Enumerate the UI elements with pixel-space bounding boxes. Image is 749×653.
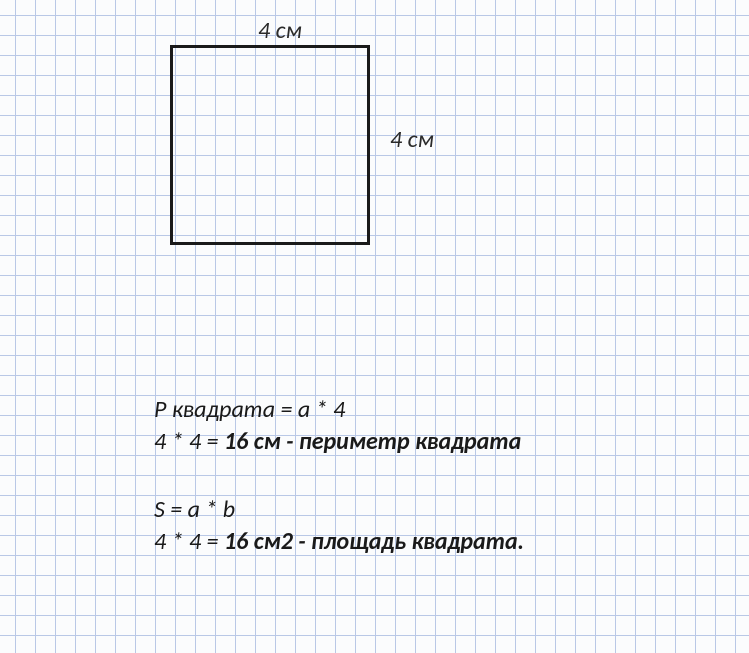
- formula-plain: 4 * 4 =: [154, 527, 224, 556]
- formula-bold: 16 см - периметр квадрата: [224, 427, 521, 456]
- side-length-top-label: 4 см: [258, 16, 302, 45]
- formula-line: S = a * b: [154, 495, 235, 524]
- side-length-right-label: 4 см: [390, 125, 434, 154]
- geometry-square: [170, 45, 370, 245]
- formula-plain: S = a * b: [154, 495, 235, 524]
- formula-line: P квадрата = a * 4: [154, 395, 345, 424]
- formula-plain: 4 * 4 =: [154, 427, 224, 456]
- formula-line: 4 * 4 = 16 см2 - площадь квадрата.: [154, 527, 524, 556]
- formula-bold: 16 см2 - площадь квадрата.: [224, 527, 524, 556]
- formula-plain: P квадрата = a * 4: [154, 395, 345, 424]
- formula-line: 4 * 4 = 16 см - периметр квадрата: [154, 427, 521, 456]
